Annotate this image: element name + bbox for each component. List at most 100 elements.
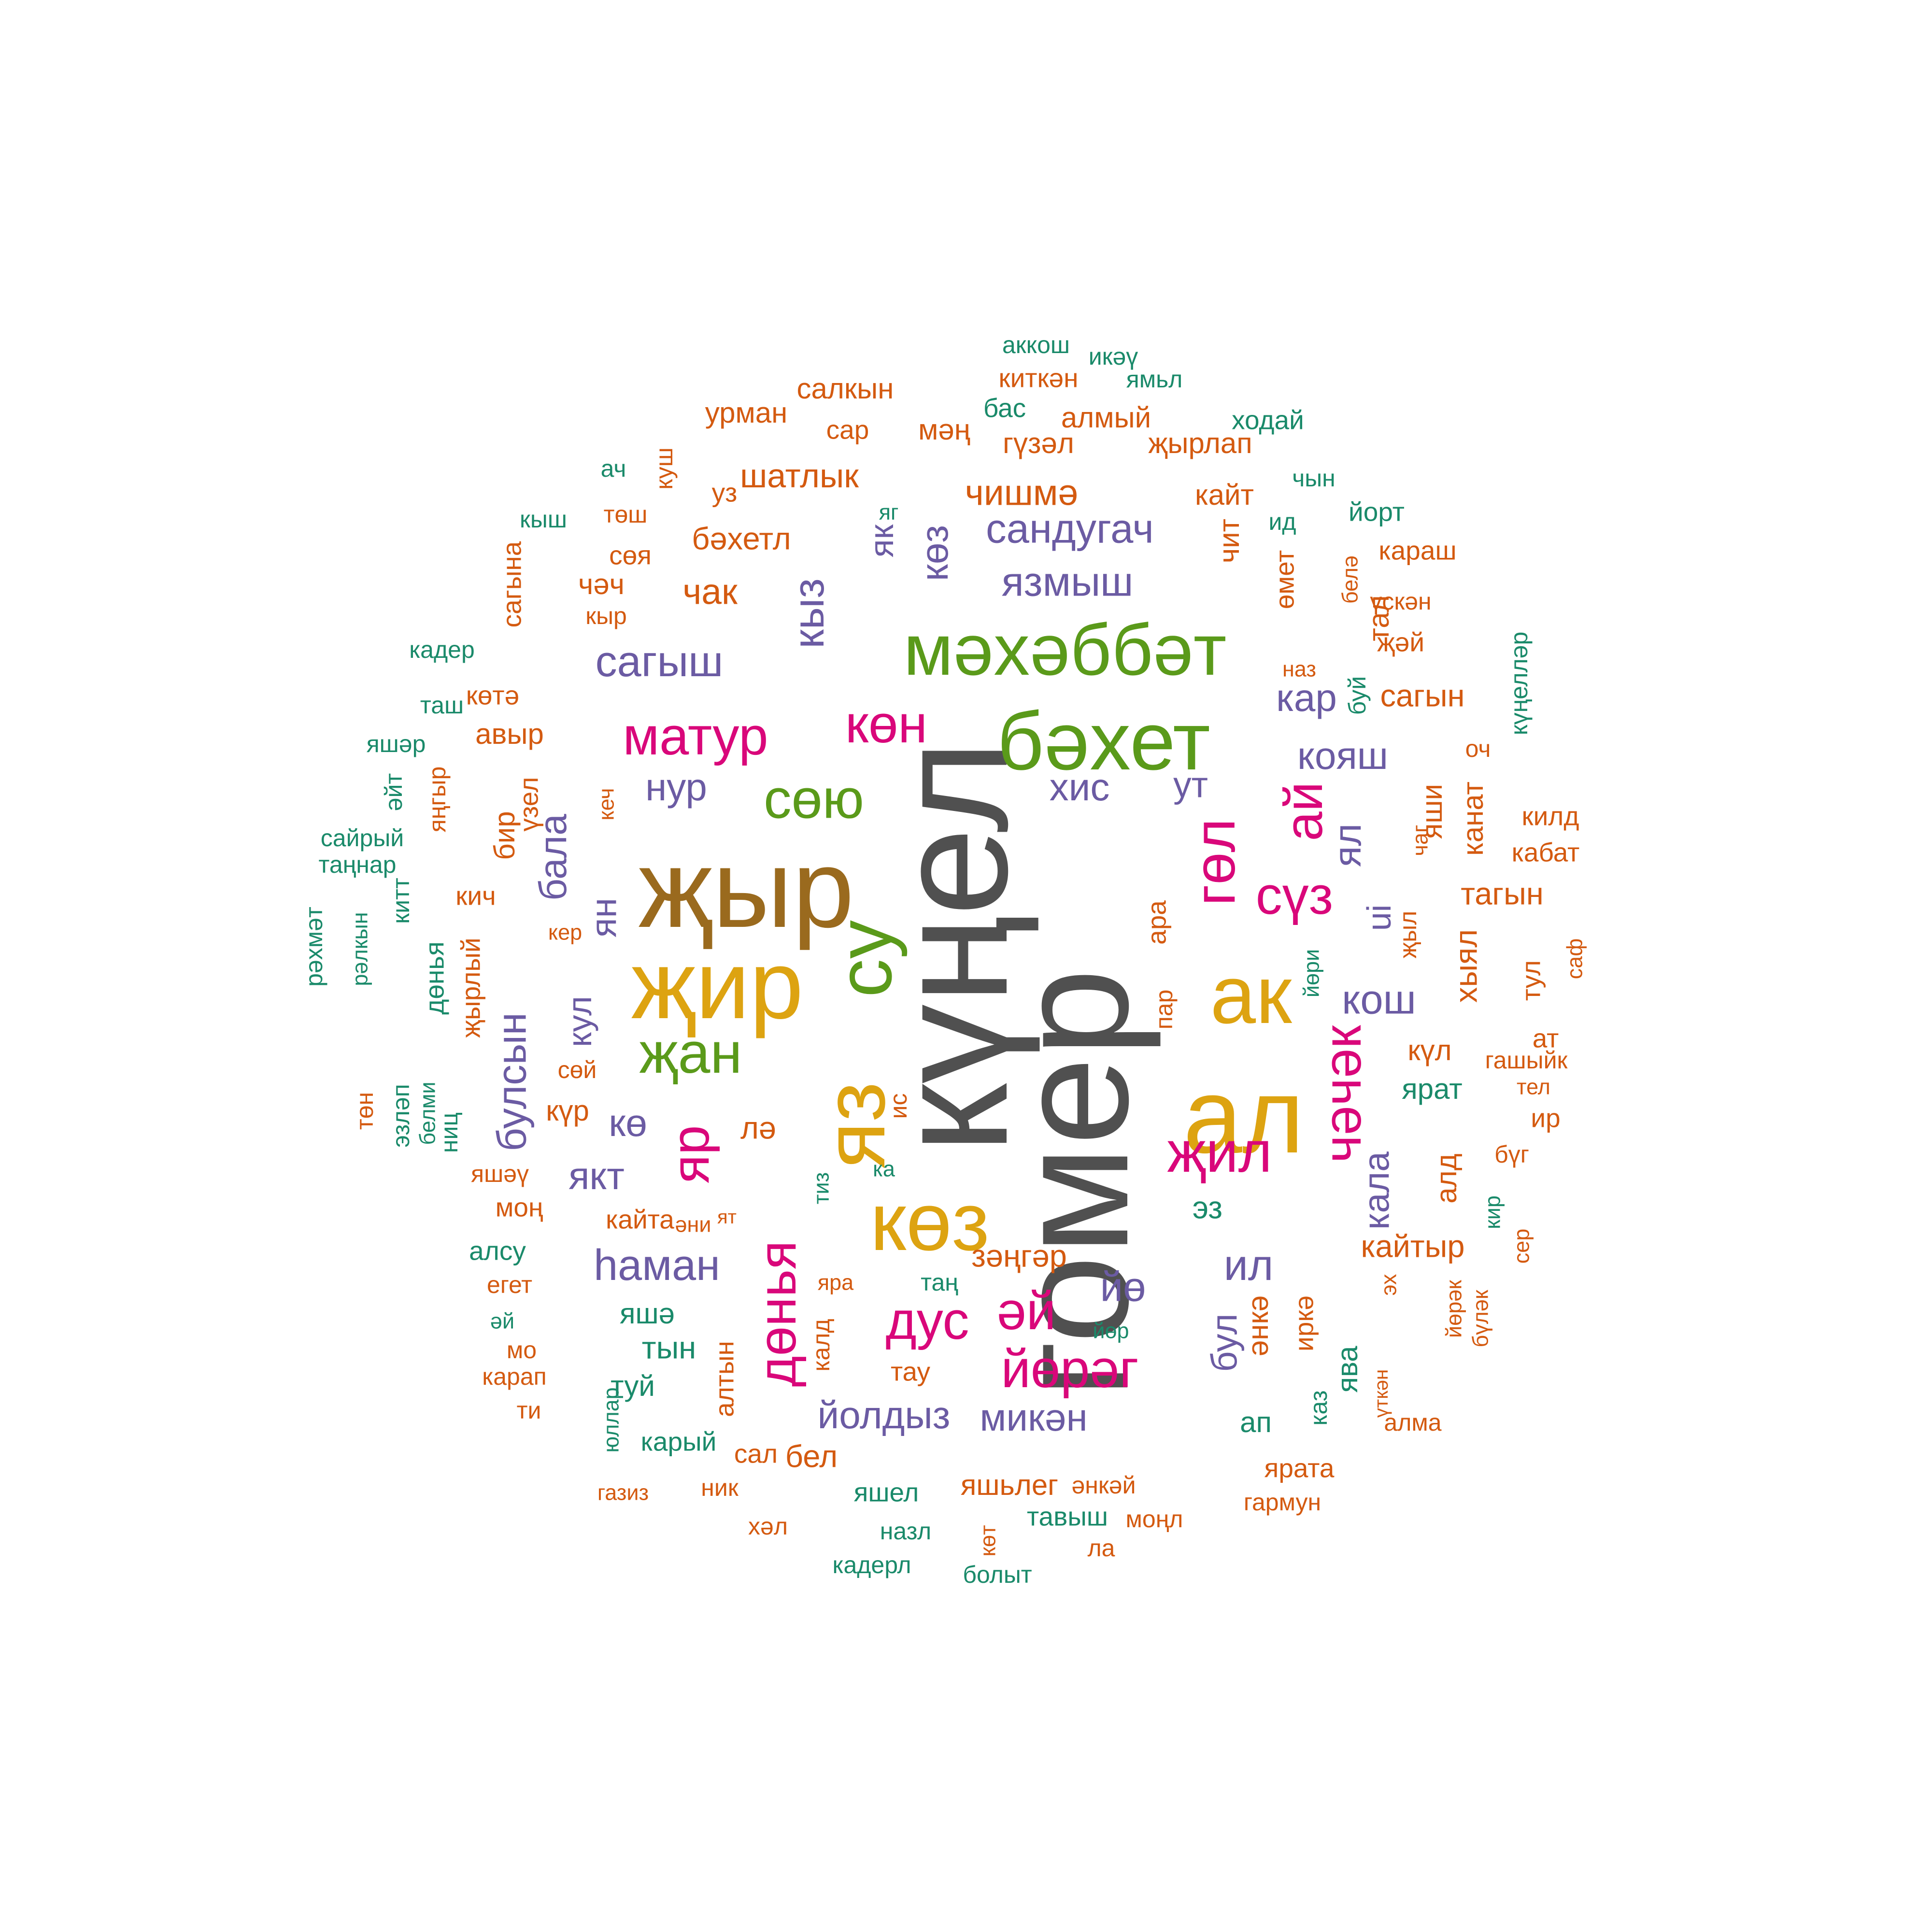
word-129: күл xyxy=(1407,1034,1452,1066)
word-128: гашыйк xyxy=(1485,1047,1568,1074)
word-22: дус xyxy=(885,1291,969,1350)
word-17: сүз xyxy=(1255,866,1334,925)
word-48: йолдыз xyxy=(817,1393,951,1436)
word-81: сагына xyxy=(497,541,527,628)
word-74: яг xyxy=(879,499,899,525)
word-91: наз xyxy=(1282,656,1317,682)
word-29: сандугач xyxy=(986,506,1154,552)
word-120: дөнья xyxy=(419,941,450,1015)
word-82: чәч xyxy=(578,568,625,600)
word-54: киткән xyxy=(998,363,1079,393)
word-170: ява xyxy=(1331,1346,1364,1393)
word-94: көтә xyxy=(466,680,520,710)
word-119: рәлкын xyxy=(347,912,372,986)
word-19: чәчәк xyxy=(1313,1025,1372,1163)
word-80: караш xyxy=(1378,535,1457,566)
word-10: мәхәббәт xyxy=(903,609,1227,690)
word-77: бәхетл xyxy=(692,521,791,556)
word-90: кадер xyxy=(409,636,475,663)
word-92: күңелләр xyxy=(1506,631,1533,736)
word-182: сал xyxy=(734,1438,778,1469)
word-101: яңгыр xyxy=(424,766,451,833)
word-174: тау xyxy=(890,1356,931,1387)
word-41: кош xyxy=(1342,977,1416,1023)
word-113: тагын xyxy=(1461,876,1544,911)
word-130: сөй xyxy=(557,1056,597,1083)
word-11: сөю xyxy=(764,768,864,830)
word-166: мо xyxy=(506,1336,537,1364)
word-42: кө xyxy=(609,1101,647,1144)
word-84: өмет xyxy=(1269,550,1300,610)
word-64: җырлап xyxy=(1148,427,1252,459)
word-157: яра xyxy=(817,1270,854,1295)
word-12: җан xyxy=(639,1021,742,1085)
word-45: йө xyxy=(1100,1264,1146,1310)
word-126: пар xyxy=(1151,989,1178,1030)
word-179: ап xyxy=(1240,1406,1272,1438)
word-127: ат xyxy=(1532,1023,1559,1053)
word-134: эзләп xyxy=(387,1084,414,1148)
word-62: мәң xyxy=(918,413,970,446)
word-163: бүләк xyxy=(1468,1290,1493,1348)
word-52: аккош xyxy=(1002,331,1070,358)
word-165: иркә xyxy=(1289,1295,1319,1351)
word-151: эз xyxy=(1192,1190,1223,1225)
word-191: тавыш xyxy=(1026,1501,1108,1532)
word-115: китт xyxy=(387,878,414,924)
word-172: туй xyxy=(611,1370,655,1402)
word-109: таңнар xyxy=(318,851,397,878)
word-110: чаг xyxy=(1407,824,1433,856)
word-96: сагын xyxy=(1380,678,1465,713)
word-194: назл xyxy=(880,1518,932,1545)
word-34: хис xyxy=(1049,766,1110,809)
word-164: әнкә xyxy=(1242,1295,1274,1357)
word-83: чак xyxy=(682,571,738,612)
word-2: җыр xyxy=(638,826,854,951)
word-169: йөр xyxy=(1093,1318,1129,1343)
word-188: газиз xyxy=(597,1480,649,1505)
word-66: ач xyxy=(600,455,626,482)
word-139: ис xyxy=(885,1093,912,1119)
word-106: канат xyxy=(1457,781,1489,856)
word-32: кояш xyxy=(1297,734,1388,777)
word-112: кич xyxy=(455,881,496,911)
word-162: йөрәк xyxy=(1441,1280,1466,1338)
word-39: кул xyxy=(561,996,598,1047)
word-25: сагыш xyxy=(595,638,724,686)
word-67: шатлык xyxy=(740,457,859,495)
word-99: оч xyxy=(1465,735,1491,762)
word-3: җир xyxy=(631,931,804,1039)
word-68: чын xyxy=(1292,465,1335,492)
word-133: төн xyxy=(351,1092,378,1130)
word-20: яр xyxy=(661,1125,720,1184)
word-107: килд xyxy=(1521,801,1579,831)
word-137: күр xyxy=(546,1094,589,1127)
word-72: кыш xyxy=(520,506,567,533)
word-176: каз xyxy=(1305,1390,1332,1426)
word-184: ярата xyxy=(1264,1453,1335,1483)
word-123: тул xyxy=(1516,960,1546,1001)
word-5: ак xyxy=(1210,949,1292,1041)
word-186: әнкәй xyxy=(1071,1472,1136,1499)
word-ui: ui xyxy=(1360,904,1398,931)
word-146: кир xyxy=(1480,1195,1505,1229)
word-193: хәл xyxy=(748,1513,788,1540)
word-40: булсын xyxy=(489,1012,535,1151)
word-189: яшел xyxy=(853,1477,919,1507)
word-57: бас xyxy=(983,393,1026,423)
word-190: гармун xyxy=(1243,1489,1321,1516)
word-78: сөя xyxy=(609,540,652,570)
word-44: һаман xyxy=(594,1241,720,1290)
word-171: карап xyxy=(482,1363,547,1390)
word-136: ниц xyxy=(436,1112,463,1153)
word-153: алсу xyxy=(469,1236,526,1266)
word-4: ал xyxy=(1183,1056,1305,1175)
word-97: яшәр xyxy=(366,730,426,757)
word-30: язмыш xyxy=(1001,559,1134,605)
word-8: су xyxy=(821,920,908,997)
word-47: кала xyxy=(1356,1151,1397,1230)
word-100: әйт xyxy=(380,773,407,811)
word-116: кер xyxy=(548,920,582,945)
word-154: кайтыр xyxy=(1361,1228,1465,1264)
word-53: икәү xyxy=(1088,343,1138,370)
